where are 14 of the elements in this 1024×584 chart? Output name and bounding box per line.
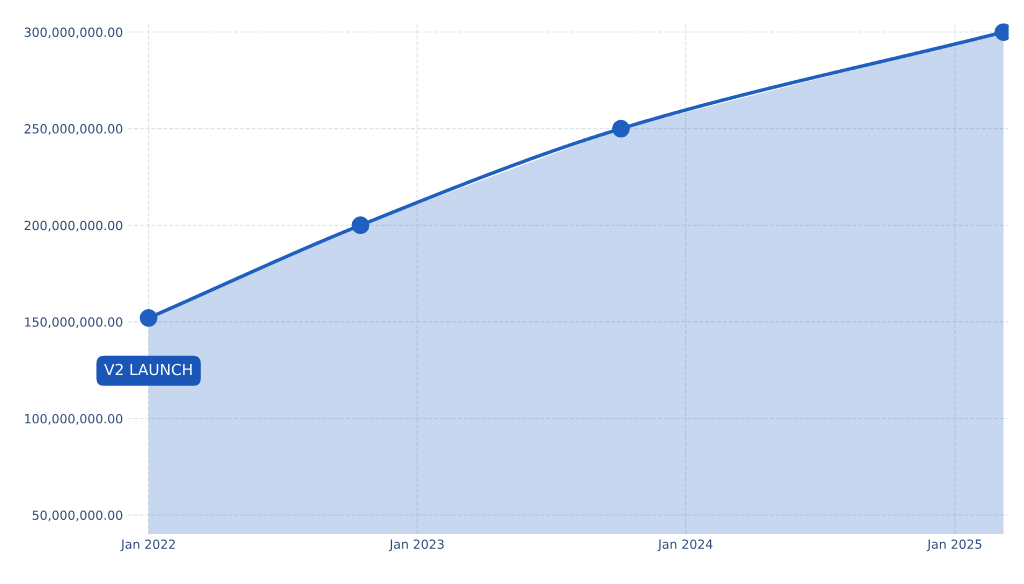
y-tick-label: 150,000,000.00 [25,317,123,329]
point [351,216,370,235]
point [139,309,158,327]
point [612,119,630,138]
y-tick-label: 300,000,000.00 [24,27,123,39]
y-tick-label: 250,000,000.00 [24,124,123,135]
x-tick-label: Jan 2023 [388,539,444,552]
y-tick-label: 50,000,000.00 [32,510,123,522]
x-tick-label: Jan 2025 [926,539,982,552]
x-tick-label: Jan 2024 [657,539,713,552]
annotation: V2 LAUNCH [104,363,192,376]
y-tick-label: 100,000,000.00 [25,413,123,425]
y-tick-label: 200,000,000.00 [24,220,123,232]
x-tick-label: Jan 2022 [120,539,175,552]
